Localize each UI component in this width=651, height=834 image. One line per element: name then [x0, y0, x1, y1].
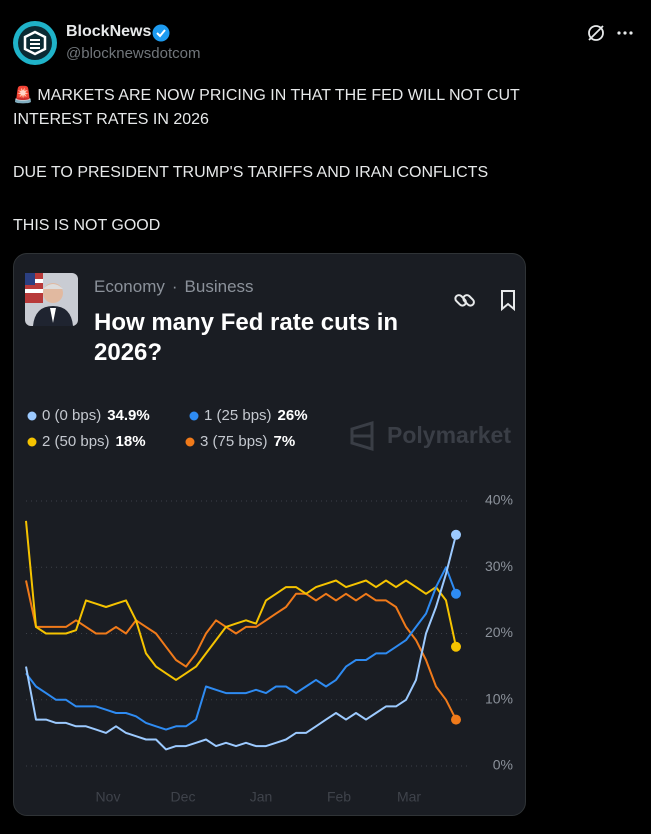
legend-entry: 1 (25 bps) 26% [204, 407, 308, 424]
y-tick-label: 40% [485, 492, 513, 508]
series-line [25, 566, 457, 731]
series-line [25, 520, 457, 681]
end-dot [451, 588, 461, 599]
legend-name: 1 (25 bps) [204, 407, 272, 424]
chart: Polymarket 0 (0 bps) 34.9% 1 (25 bps) 26% 2 (… [25, 407, 513, 805]
tag[interactable]: Economy [94, 277, 165, 296]
legend-entry: 2 (50 bps) 18% [42, 433, 146, 450]
x-tick-label: Nov [96, 789, 121, 805]
header-icons[interactable] [585, 22, 637, 44]
legend-value: 26% [278, 407, 308, 424]
y-tick-label: 10% [485, 690, 513, 706]
x-tick-label: Mar [397, 789, 421, 805]
x-tick-label: Dec [171, 789, 196, 805]
end-dot [451, 714, 461, 725]
card-title: How many Fed rate cuts in 2026? [94, 309, 399, 366]
watermark: Polymarket [387, 422, 511, 448]
tweet-text: 🚨 MARKETS ARE NOW PRICING IN THAT THE FE… [13, 87, 520, 104]
series-line [25, 580, 457, 721]
legend-name: 0 (0 bps) [42, 407, 101, 424]
tweet-text: INTEREST RATES IN 2026 [13, 111, 209, 128]
series-line [25, 534, 457, 751]
legend-value: 18% [116, 433, 146, 450]
tweet-text: THIS IS NOT GOOD [13, 217, 161, 234]
y-tick-label: 0% [493, 757, 513, 773]
legend-name: 2 (50 bps) [42, 433, 110, 450]
display-name[interactable]: BlockNews [66, 23, 152, 40]
end-dot [451, 641, 461, 652]
card-actions[interactable] [452, 288, 516, 314]
avatar[interactable] [12, 20, 58, 66]
end-dot [451, 529, 461, 540]
card-tags: Economy · Business [94, 277, 254, 296]
verified-badge [152, 24, 170, 42]
y-tick-label: 20% [485, 624, 513, 640]
legend-name: 3 (75 bps) [200, 433, 268, 450]
tag[interactable]: Business [184, 277, 254, 296]
watermark-logo [350, 420, 374, 452]
y-tick-label: 30% [485, 558, 513, 574]
legend-entry: 0 (0 bps) 34.9% [42, 407, 150, 424]
handle[interactable]: @blocknewsdotcom [66, 45, 201, 62]
legend-swatch [185, 437, 195, 447]
legend-value: 34.9% [107, 407, 150, 424]
legend-value: 7% [274, 433, 296, 450]
legend-swatch [189, 411, 199, 421]
media-card[interactable]: Economy · Business How many Fed rate cuts … [13, 253, 526, 816]
thumbnail [25, 273, 78, 326]
tweet-text: DUE TO PRESIDENT TRUMP'S TARIFFS AND IRA… [13, 164, 489, 181]
x-tick-label: Feb [327, 789, 351, 805]
legend-swatch [27, 437, 37, 447]
x-tick-label: Jan [250, 789, 273, 805]
legend-swatch [27, 411, 37, 421]
legend-entry: 3 (75 bps) 7% [200, 433, 295, 450]
